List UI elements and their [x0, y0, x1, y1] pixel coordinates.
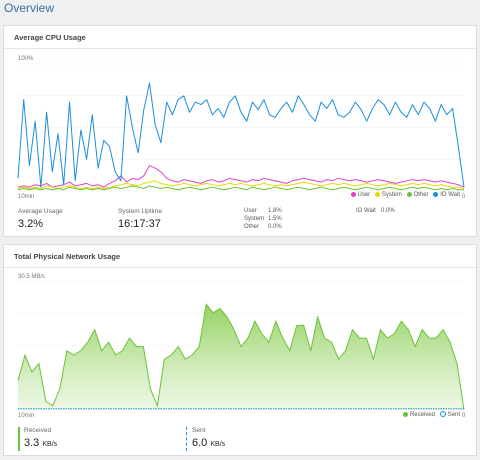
cpu-x-left-label: 10min — [18, 194, 34, 200]
user-value: 1.8% — [268, 208, 282, 214]
cpu-series-io-wait-line — [17, 82, 465, 188]
legend-io-wait[interactable]: IO Wait — [433, 192, 460, 198]
legend-sent[interactable]: Sent — [439, 411, 460, 418]
cpu-x-right-label: 0 — [462, 194, 466, 200]
network-usage-panel: Total Physical Network Usage 30.5 MB/s 1… — [3, 244, 477, 456]
average-usage-value: 3.2% — [18, 218, 44, 230]
legend-other[interactable]: Other — [406, 192, 429, 198]
legend-received[interactable]: Received — [402, 411, 435, 418]
sent-unit: KB/s — [210, 441, 226, 448]
system-value: 1.5% — [268, 216, 282, 222]
cpu-usage-chart: 100% 10min 0 — [17, 56, 466, 200]
cpu-panel-divider — [4, 48, 476, 49]
legend-user[interactable]: User — [350, 192, 370, 198]
other-dot-icon — [406, 192, 412, 197]
other-value: 0.0% — [268, 224, 282, 230]
io-wait-label: IO Wait — [356, 208, 376, 214]
network-series-received-area — [18, 304, 464, 410]
cpu-series-system-line — [17, 180, 465, 189]
received-value: 3.3 — [24, 437, 40, 449]
system-dot-icon — [374, 192, 380, 197]
io-wait-dot-icon — [433, 192, 439, 197]
sent-label: Sent — [192, 427, 206, 434]
io-wait-value: 0.0% — [381, 208, 395, 214]
other-label: Other — [244, 224, 260, 230]
network-panel-divider — [4, 267, 476, 268]
cpu-gridlines — [18, 63, 464, 192]
sent-indicator-bar — [186, 427, 187, 451]
network-legend: Received Sent — [400, 411, 460, 418]
user-label: User — [244, 208, 257, 214]
network-panel-title: Total Physical Network Usage — [14, 252, 121, 261]
received-stat: 3.3 KB/s — [24, 437, 57, 449]
cpu-series-lines — [17, 82, 465, 191]
received-unit: KB/s — [42, 441, 58, 448]
received-indicator-bar — [18, 427, 20, 451]
cpu-usage-panel: Average CPU Usage 100% 10min 0 User Syst… — [3, 25, 477, 237]
cpu-legend: User System Other IO Wait — [348, 192, 460, 198]
sent-stat: 6.0 KB/s — [192, 437, 225, 449]
network-series-received-line — [17, 303, 465, 411]
cpu-series-other-line — [17, 185, 464, 191]
cpu-y-max-label: 100% — [18, 56, 34, 62]
sent-value: 6.0 — [192, 437, 208, 449]
network-x-right-label: 0 — [462, 413, 466, 419]
cpu-series-user-line — [17, 165, 465, 188]
system-uptime-value: 16:17:37 — [118, 218, 161, 230]
network-y-max-label: 30.5 MB/s — [18, 274, 45, 280]
system-label: System — [244, 216, 265, 222]
network-x-left-label: 10min — [18, 413, 34, 419]
network-usage-chart: 30.5 MB/s 10min 0 — [17, 274, 466, 419]
cpu-panel-title: Average CPU Usage — [14, 33, 86, 42]
sent-dot-icon — [439, 411, 446, 417]
received-dot-icon — [402, 411, 408, 417]
legend-system[interactable]: System — [374, 192, 402, 198]
network-series-areas — [17, 303, 465, 411]
average-usage-label: Average Usage — [18, 208, 63, 215]
received-label: Received — [24, 427, 52, 434]
user-dot-icon — [350, 192, 356, 197]
system-uptime-label: System Uptime — [118, 208, 163, 215]
page-title: Overview — [4, 1, 55, 15]
